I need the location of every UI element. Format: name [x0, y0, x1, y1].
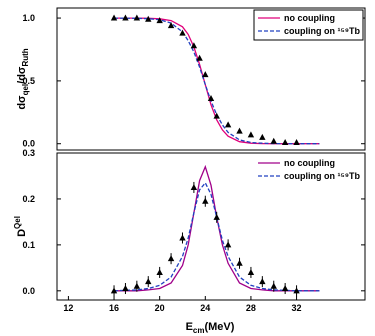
plot-frame — [56, 7, 366, 151]
data-point — [247, 131, 255, 138]
data-point — [122, 14, 129, 21]
legend-label: no coupling — [284, 13, 335, 23]
curve — [114, 164, 320, 292]
y-tick-label: 0.0 — [22, 139, 35, 149]
data-point — [281, 138, 289, 145]
data-point — [145, 15, 152, 22]
plot-frame — [56, 152, 366, 301]
data-point — [293, 138, 300, 145]
x-axis-label: Ecm(MeV) — [186, 321, 235, 335]
x-tick-label: 32 — [292, 303, 302, 313]
data-point — [122, 285, 129, 292]
data-point — [196, 54, 203, 61]
y-axis-label-part: qel — [21, 84, 30, 96]
data-point — [270, 137, 277, 144]
y-axis-label: dσqel/dσRuth — [16, 48, 30, 109]
data-point — [202, 71, 209, 78]
y-axis-label-part: Qel — [13, 216, 22, 229]
x-tick-label: 28 — [246, 303, 256, 313]
data-point — [259, 133, 266, 140]
y-tick-label: 0.2 — [22, 194, 35, 204]
data-point — [110, 287, 118, 294]
data-point — [236, 127, 243, 134]
x-axis-label-part: E — [186, 321, 193, 333]
x-tick-label: 24 — [200, 303, 210, 313]
y-axis-label-part: /dσ — [16, 66, 28, 84]
data-point — [293, 287, 300, 294]
legend-label: coupling on ¹⁵⁹Tb — [284, 26, 360, 36]
x-axis-label-part: (MeV) — [204, 321, 234, 333]
curve — [113, 181, 320, 292]
y-tick-label: 0.3 — [22, 148, 35, 158]
data-point — [179, 29, 186, 36]
data-point — [110, 14, 118, 21]
x-axis-label-part: cm — [193, 326, 205, 335]
data-point — [207, 94, 215, 101]
data-point — [179, 234, 186, 241]
data-point — [133, 14, 141, 21]
data-point — [190, 183, 198, 190]
data-point — [167, 22, 175, 29]
legend-box — [253, 9, 364, 41]
data-point — [270, 282, 277, 289]
data-point — [224, 121, 232, 128]
data-point — [202, 197, 209, 204]
data-point — [259, 278, 266, 285]
data-point — [236, 259, 243, 266]
y-axis-label-part: D — [16, 229, 28, 237]
x-tick-label: 20 — [155, 303, 165, 313]
y-tick-label: 0.1 — [22, 240, 35, 250]
data-point — [213, 213, 220, 220]
data-point — [281, 285, 289, 292]
data-point — [167, 255, 175, 262]
y-axis-label-part: Ruth — [21, 48, 30, 66]
y-axis-label-part: dσ — [16, 95, 28, 110]
data-point — [247, 268, 255, 275]
y-tick-label: 0.0 — [22, 286, 35, 296]
data-point — [190, 42, 198, 49]
data-point — [213, 112, 220, 119]
data-point — [156, 17, 163, 24]
y-axis-label: DQel — [13, 216, 28, 237]
legend-label: no coupling — [284, 158, 335, 168]
x-tick-label: 12 — [63, 303, 73, 313]
y-tick-label: 1.0 — [22, 13, 35, 23]
data-point — [133, 282, 141, 289]
x-tick-label: 16 — [109, 303, 119, 313]
curve — [113, 17, 320, 145]
legend-label: coupling on ¹⁵⁹Tb — [284, 171, 360, 181]
data-point — [156, 268, 163, 275]
data-point — [224, 241, 232, 248]
data-point — [145, 278, 152, 285]
y-tick-label: 0.5 — [22, 76, 35, 86]
